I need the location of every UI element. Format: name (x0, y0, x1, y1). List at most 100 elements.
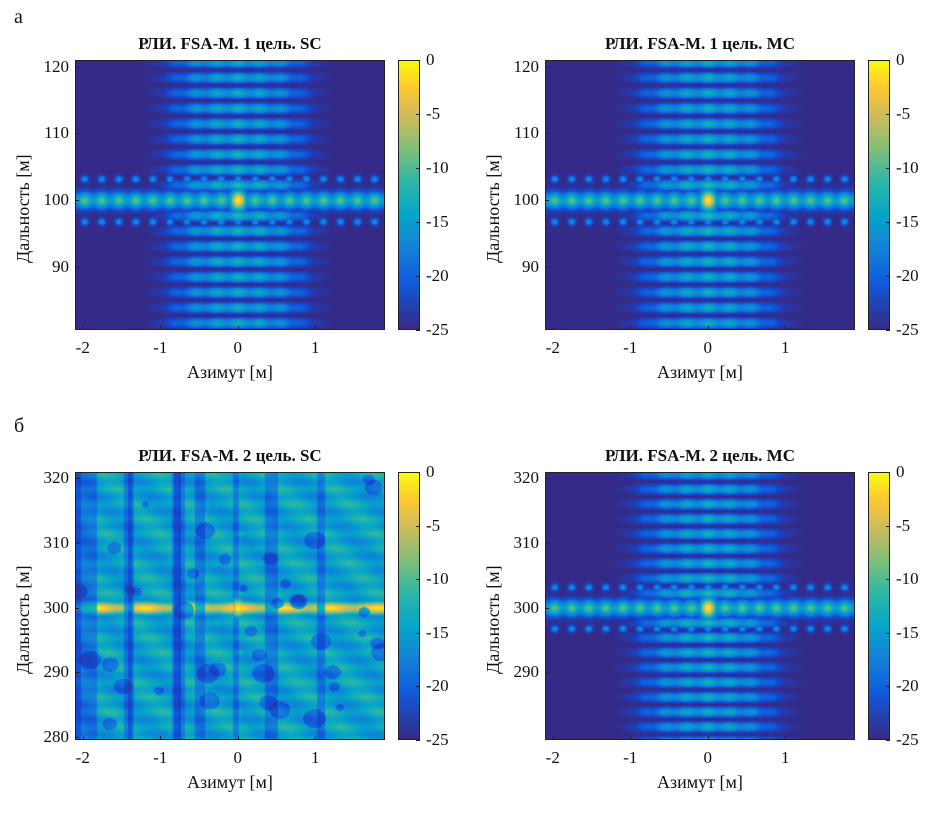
x-tick-label: -2 (545, 748, 560, 767)
colorbar-tick-mark (886, 740, 890, 741)
colorbar-tick-label: -20 (426, 266, 449, 285)
colorbar-tick-label: -25 (426, 320, 449, 339)
x-tick-mark (160, 736, 162, 740)
y-tick-mark (75, 736, 79, 738)
x-tick-mark (160, 326, 162, 330)
colorbar-tick-label: -15 (896, 212, 919, 231)
plot-title: РЛИ. FSA-M. 2 цель. SC (138, 446, 322, 465)
colorbar-tick-mark (886, 525, 890, 527)
colorbar-tick-mark (886, 472, 890, 473)
y-tick-label: 310 (513, 533, 540, 553)
y-tick-mark (75, 543, 79, 545)
y-tick-mark (545, 607, 549, 609)
colorbar-tick-label: -20 (426, 676, 449, 696)
y-tick-label: 290 (43, 662, 70, 682)
x-tick-mark (630, 326, 632, 330)
colorbar (868, 472, 890, 740)
colorbar-tick-label: -15 (426, 212, 449, 231)
y-tick-mark (545, 672, 549, 674)
y-tick-mark (75, 200, 79, 201)
colorbar-tick-label: -25 (426, 730, 449, 749)
colorbar-tick-mark (886, 330, 890, 331)
colorbar-tick-mark (886, 114, 890, 115)
colorbar-tick-mark (886, 686, 890, 688)
y-tick-mark (545, 266, 549, 268)
x-tick-label: 0 (233, 338, 243, 357)
x-tick-mark (785, 326, 787, 330)
y-tick-mark (75, 607, 79, 609)
colorbar-tick-mark (886, 168, 890, 169)
colorbar-tick-mark (416, 114, 420, 115)
y-tick-mark (545, 478, 549, 480)
colorbar-tick-mark (886, 276, 890, 277)
x-tick-label: 0 (703, 338, 713, 357)
colorbar-tick-mark (416, 330, 420, 331)
x-axis-label: Азимут [м] (187, 362, 273, 382)
panel-label-b: б (14, 415, 25, 437)
colorbar-tick-label: -5 (426, 104, 441, 123)
y-axis-label: Дальность [м] (13, 154, 33, 263)
colorbar (398, 60, 420, 330)
colorbar-tick-mark (416, 579, 420, 581)
colorbar-tick-mark (416, 632, 420, 634)
colorbar-tick-label: 0 (426, 462, 435, 481)
colorbar-tick-label: -15 (426, 622, 449, 642)
colorbar-tick-mark (886, 222, 890, 223)
y-tick-label: 110 (44, 123, 69, 143)
colorbar-tick-label: 0 (896, 462, 905, 481)
y-axis-label: Дальность [м] (483, 154, 503, 263)
colorbar-tick-label: -10 (896, 158, 919, 177)
colorbar-tick-mark (416, 222, 420, 223)
y-tick-label: 310 (43, 533, 70, 553)
y-tick-label: 100 (513, 190, 540, 209)
y-tick-mark (75, 478, 79, 480)
x-tick-mark (630, 736, 632, 740)
colorbar-tick-label: 0 (896, 50, 905, 69)
x-tick-label: 1 (781, 338, 790, 357)
colorbar-tick-mark (416, 525, 420, 527)
y-tick-mark (545, 66, 549, 68)
x-tick-label: -2 (75, 338, 90, 357)
y-tick-mark (545, 133, 549, 135)
colorbar-tick-mark (416, 472, 420, 473)
colorbar-tick-label: -5 (896, 515, 911, 535)
colorbar-tick-label: -5 (896, 104, 911, 123)
heatmap-image (545, 60, 855, 330)
colorbar-tick-label: -10 (896, 569, 919, 589)
y-tick-mark (545, 200, 549, 201)
plot-title: РЛИ. FSA-M. 2 цель. MC (605, 446, 795, 465)
x-tick-mark (785, 736, 787, 740)
heatmap-image (545, 472, 855, 740)
colorbar-tick-label: -20 (896, 266, 919, 285)
x-axis-label: Азимут [м] (657, 772, 743, 792)
y-tick-label: 90 (522, 256, 539, 276)
panel-label-a: а (14, 6, 23, 28)
x-tick-mark (82, 326, 84, 330)
colorbar-tick-label: -10 (426, 569, 449, 589)
colorbar-tick-mark (886, 632, 890, 634)
x-tick-mark (237, 736, 239, 740)
x-tick-label: -2 (545, 338, 560, 357)
x-tick-mark (552, 736, 554, 740)
x-tick-mark (707, 326, 709, 330)
colorbar-tick-label: -15 (896, 622, 919, 642)
y-tick-label: 320 (513, 468, 540, 488)
y-tick-label: 290 (513, 662, 540, 682)
y-tick-label: 120 (513, 56, 540, 76)
x-tick-label: -1 (623, 338, 638, 357)
y-tick-mark (75, 266, 79, 268)
colorbar-tick-label: -20 (896, 676, 919, 696)
colorbar (868, 60, 890, 330)
plot-title: РЛИ. FSA-M. 1 цель. MC (605, 34, 795, 53)
x-tick-label: 1 (781, 748, 790, 767)
x-tick-mark (237, 326, 239, 330)
x-tick-label: -2 (75, 748, 90, 767)
colorbar-tick-mark (416, 740, 420, 741)
x-tick-label: -1 (153, 338, 168, 357)
x-tick-label: 0 (233, 748, 243, 767)
y-tick-mark (75, 66, 79, 68)
y-tick-mark (75, 133, 79, 135)
colorbar-tick-mark (886, 579, 890, 581)
heatmap-image (75, 60, 385, 330)
heatmap-image (75, 472, 385, 740)
